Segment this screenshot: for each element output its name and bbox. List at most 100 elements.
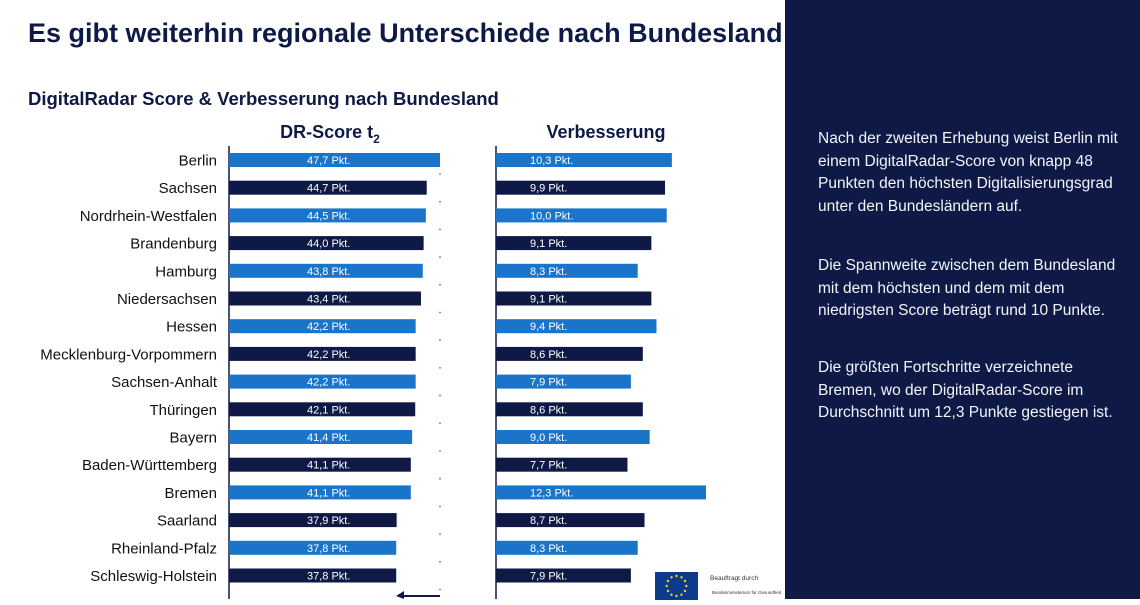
separator-dot [439,256,441,258]
score-value-label: 44,5 Pkt. [307,210,350,222]
score-value-label: 37,8 Pkt. [307,571,350,583]
separator-dot [439,477,441,480]
improvement-bar [496,263,638,278]
improvement-value-label: 8,3 Pkt. [530,543,567,555]
score-bar [229,430,413,444]
score-column-title: DR-Score t2 [280,122,380,146]
improvement-bar [496,457,628,472]
category-label: Baden-Württemberg [82,457,217,474]
eu-flag-logo [655,572,698,600]
score-bar [229,153,440,167]
score-bar [229,568,397,583]
separator-dot [439,311,441,314]
improvement-value-label: 7,9 Pkt. [530,377,567,389]
improvement-bar [496,540,638,555]
category-label: Brandenburg [130,236,217,253]
sidebar-paragraph-1: Nach der zweiten Erhebung weist Berlin m… [818,130,1118,215]
score-value-label: 44,0 Pkt. [307,238,350,250]
category-label: Sachsen-Anhalt [111,374,218,391]
score-bar [229,236,424,251]
score-value-label: 41,1 Pkt. [307,460,350,472]
improvement-value-label: 8,6 Pkt. [530,404,567,416]
score-value-label: 41,4 Pkt. [307,432,350,444]
bundesland-chart: DR-Score t2 Verbesserung Berlin 47,7 Pkt.… [40,122,706,599]
category-label: Hamburg [155,263,217,280]
score-bar [229,346,416,361]
sidebar-paragraph-2: Die Spannweite zwischen dem Bundesland m… [818,257,1116,319]
score-value-label: 43,4 Pkt. [307,294,350,306]
separator-dot [439,283,441,286]
score-bar [229,457,411,472]
improvement-bar [496,374,631,389]
improvement-bar [496,485,706,500]
score-value-label: 41,1 Pkt. [307,487,350,499]
improvement-value-label: 10,0 Pkt. [530,210,573,222]
separator-dot [439,367,441,369]
improvement-bar [496,402,643,417]
score-value-label: 42,2 Pkt. [307,349,350,361]
improvement-bar [496,319,657,334]
main-panel: Es gibt weiterhin regionale Unterschiede… [28,18,783,600]
separator-dot [439,339,441,342]
score-bar [229,374,416,389]
arrow-marker [396,591,404,599]
improvement-bar [496,180,666,195]
improvement-value-label: 10,3 Pkt. [530,155,573,167]
category-label: Nordrhein-Westfalen [80,208,217,225]
improvement-value-label: 7,7 Pkt. [530,460,567,472]
category-label: Sachsen [159,180,217,197]
improvement-bar [496,153,672,167]
chart-title: DigitalRadar Score & Verbesserung nach B… [28,88,499,109]
score-bar [229,291,421,306]
improvement-value-label: 12,3 Pkt. [530,487,573,499]
score-value-label: 47,7 Pkt. [307,155,350,167]
category-label: Bremen [164,485,217,502]
score-column-title-subscript: 2 [373,132,380,146]
category-label: Saarland [157,513,217,530]
category-label: Niedersachsen [117,291,217,308]
score-value-label: 37,8 Pkt. [307,543,350,555]
score-bar [229,540,397,555]
improvement-value-label: 8,7 Pkt. [530,515,567,527]
separator-dot [439,173,441,175]
category-label: Berlin [179,153,217,170]
improvement-value-label: 9,1 Pkt. [530,294,567,306]
separator-dot [439,505,441,508]
score-value-label: 44,7 Pkt. [307,183,350,195]
separator-dot [439,394,441,397]
improvement-value-label: 9,4 Pkt. [530,321,567,333]
logo-caption: Beauftragt durch [710,575,759,582]
score-value-label: 42,2 Pkt. [307,321,350,333]
score-bar [229,208,426,223]
page-title: Es gibt weiterhin regionale Unterschiede… [28,18,783,48]
score-value-label: 37,9 Pkt. [307,515,350,527]
score-value-label: 43,8 Pkt. [307,266,350,278]
sidebar-paragraph-3: Die größten Fortschritte verzeichnete Br… [818,359,1113,421]
category-label: Bayern [169,430,217,447]
improvement-bar [496,513,645,528]
separator-dot [439,588,441,591]
ministry-mark: Bundesministerium für Gesundheit [712,590,782,595]
improvement-value-label: 8,3 Pkt. [530,266,567,278]
improvement-value-label: 9,0 Pkt. [530,432,567,444]
score-bar [229,513,397,528]
improvement-column-title: Verbesserung [546,122,665,142]
improvement-bar [496,291,652,306]
category-label: Rheinland-Pfalz [111,540,217,557]
score-bar [229,485,411,500]
improvement-bar [496,236,652,251]
score-bar [229,180,427,195]
score-value-label: 42,1 Pkt. [307,404,350,416]
category-label: Schleswig-Holstein [90,568,217,585]
improvement-bar [496,208,667,223]
category-label: Mecklenburg-Vorpommern [40,346,217,363]
improvement-bar [496,568,631,583]
category-label: Thüringen [149,402,217,419]
separator-dot [439,560,441,563]
separator-dot [439,533,441,535]
score-bar [229,402,416,417]
separator-dot [439,450,441,452]
improvement-bar [496,430,650,444]
improvement-value-label: 7,9 Pkt. [530,571,567,583]
score-bar [229,319,416,334]
